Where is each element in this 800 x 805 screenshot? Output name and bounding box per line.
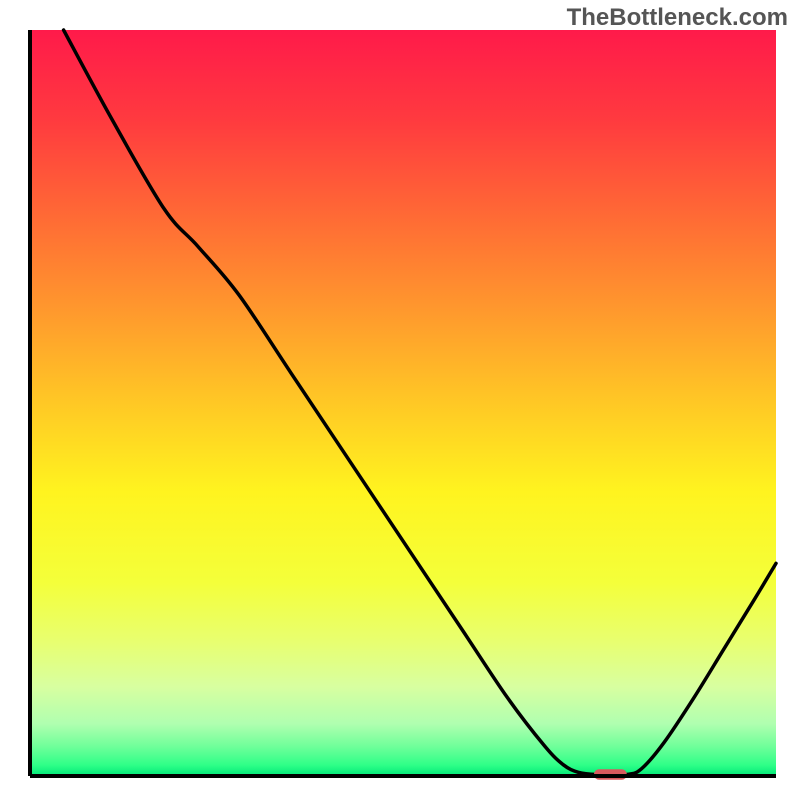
chart-background — [30, 30, 776, 776]
watermark-text: TheBottleneck.com — [567, 4, 788, 32]
chart-svg — [0, 0, 800, 800]
bottleneck-chart: TheBottleneck.com — [0, 0, 800, 800]
